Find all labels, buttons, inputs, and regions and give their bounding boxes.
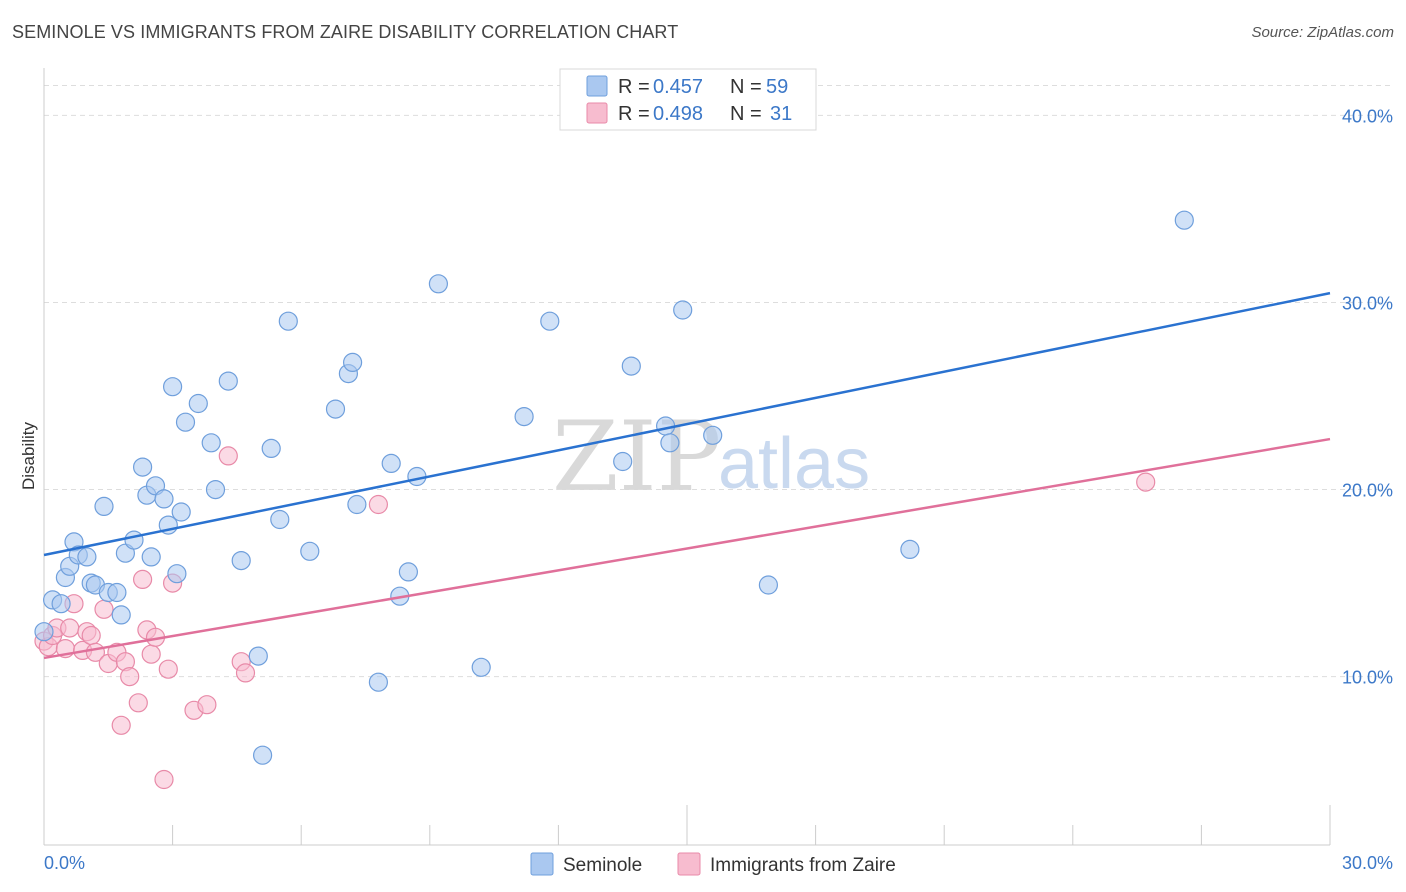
data-point — [51, 594, 71, 614]
data-point — [128, 693, 148, 713]
data-point — [94, 599, 114, 619]
legend-n-label-2: N = — [730, 103, 762, 125]
legend-n-value-1: 59 — [766, 76, 788, 98]
data-point — [111, 605, 131, 625]
data-point — [621, 356, 641, 376]
data-point — [471, 657, 491, 677]
data-point — [253, 745, 273, 765]
data-point — [368, 672, 388, 692]
y-tick-labels: 10.0% 20.0% 30.0% 40.0% — [1342, 106, 1393, 687]
data-point — [540, 311, 560, 331]
legend-r-label-2: R = — [618, 103, 650, 125]
data-point — [673, 300, 693, 320]
data-point — [900, 539, 920, 560]
y-tick-label: 20.0% — [1342, 481, 1393, 501]
data-point — [81, 625, 101, 646]
data-point — [141, 547, 161, 567]
legend-r-value-1: 0.457 — [653, 76, 703, 98]
data-point — [124, 530, 144, 550]
data-point — [231, 550, 251, 571]
data-point — [1174, 210, 1194, 230]
trend-lines — [43, 291, 1331, 660]
data-point — [613, 451, 633, 472]
data-point — [167, 564, 187, 584]
data-point — [300, 541, 320, 561]
data-point — [188, 393, 208, 414]
data-point — [218, 446, 238, 466]
data-point — [428, 274, 448, 294]
data-point — [171, 502, 191, 522]
data-point — [111, 715, 131, 735]
data-point — [141, 644, 161, 664]
grid-lines — [44, 84, 1393, 678]
data-point — [248, 646, 268, 666]
watermark: ZIP atlas — [552, 401, 870, 513]
data-point — [347, 494, 367, 515]
data-point — [205, 480, 226, 500]
legend-swatch-seminole — [586, 75, 608, 97]
data-point — [77, 547, 97, 567]
legend-swatch-zaire — [586, 102, 608, 124]
x-tick-label-min: 0.0% — [44, 853, 85, 873]
watermark-zip: ZIP — [552, 401, 721, 513]
data-point — [201, 433, 221, 453]
data-point — [278, 311, 298, 331]
watermark-atlas: atlas — [718, 424, 870, 504]
data-point — [325, 399, 346, 419]
data-point — [1136, 472, 1156, 492]
x-ticks — [43, 805, 1331, 845]
legend-r-value-2: 0.498 — [653, 103, 703, 125]
data-point — [407, 466, 427, 487]
legend: R = 0.457 N = 59 R = 0.498 N = 31 — [559, 68, 817, 131]
data-point — [343, 352, 363, 372]
y-tick-label: 10.0% — [1342, 668, 1393, 688]
data-point — [133, 569, 153, 590]
data-point — [261, 438, 281, 458]
bottom-legend-label-zaire: Immigrants from Zaire — [710, 855, 896, 876]
data-point — [158, 659, 178, 679]
data-point — [398, 562, 418, 582]
data-point — [197, 695, 217, 715]
data-point — [154, 769, 174, 790]
data-point — [175, 412, 196, 432]
data-point — [660, 433, 680, 453]
y-axis-label: Disability — [19, 421, 38, 490]
data-point — [163, 377, 183, 397]
bottom-legend-swatch-zaire — [677, 852, 701, 876]
x-tick-labels: 0.0% 30.0% — [44, 853, 1393, 873]
data-point — [218, 371, 238, 391]
data-point — [270, 509, 290, 530]
legend-n-label-1: N = — [730, 76, 762, 98]
legend-n-value-2: 31 — [770, 103, 792, 125]
data-point — [758, 575, 779, 595]
trend-line-seminole — [43, 291, 1331, 557]
chart-title: SEMINOLE VS IMMIGRANTS FROM ZAIRE DISABI… — [12, 22, 679, 42]
y-tick-label: 40.0% — [1342, 106, 1393, 126]
legend-r-label-1: R = — [618, 76, 650, 98]
data-point — [120, 666, 140, 687]
chart-source: Source: ZipAtlas.com — [1251, 24, 1394, 41]
y-tick-label: 30.0% — [1342, 293, 1393, 313]
data-point — [368, 494, 388, 515]
data-point — [381, 453, 401, 473]
data-point — [34, 622, 54, 642]
data-point — [154, 489, 174, 509]
bottom-legend-swatch-seminole — [530, 852, 554, 876]
data-point — [94, 496, 114, 516]
data-point — [703, 425, 723, 445]
series-seminole-points — [34, 210, 1194, 765]
bottom-legend: Seminole Immigrants from Zaire — [530, 852, 896, 876]
data-point — [60, 618, 80, 638]
data-point — [133, 457, 153, 477]
bottom-legend-label-seminole: Seminole — [563, 855, 642, 876]
data-point — [514, 407, 534, 427]
data-point — [235, 663, 256, 683]
x-tick-label-max: 30.0% — [1342, 853, 1393, 873]
data-point — [107, 582, 127, 603]
trend-line-zaire — [43, 437, 1331, 660]
